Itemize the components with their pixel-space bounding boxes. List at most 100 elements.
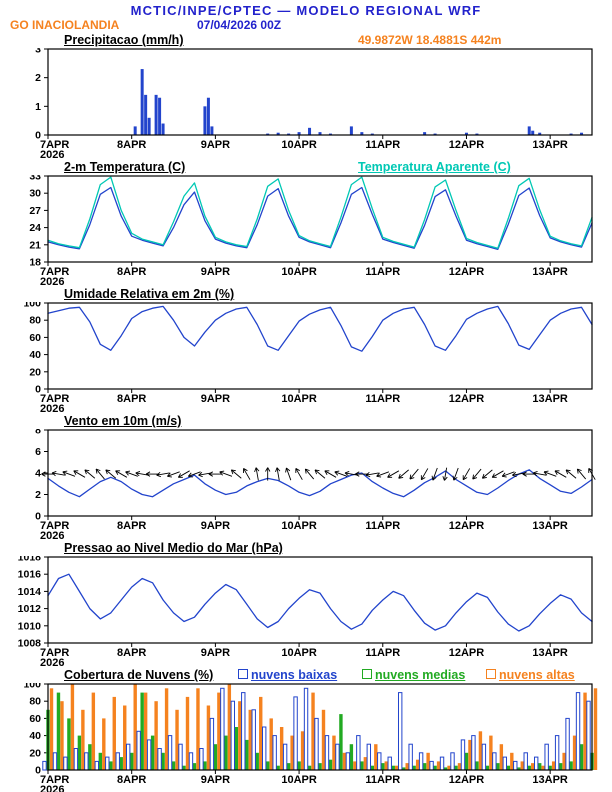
svg-text:10APR: 10APR xyxy=(281,393,317,405)
svg-text:0: 0 xyxy=(35,511,41,523)
svg-text:13APR: 13APR xyxy=(532,266,568,278)
svg-text:13APR: 13APR xyxy=(532,393,568,405)
mid-clouds-swatch-icon xyxy=(362,669,372,679)
cloud-cover-title: Cobertura de Nuvens (%) xyxy=(64,668,214,682)
svg-text:2026: 2026 xyxy=(40,784,64,792)
svg-text:21: 21 xyxy=(29,239,41,251)
svg-text:9APR: 9APR xyxy=(201,266,230,278)
svg-text:24: 24 xyxy=(29,222,41,234)
high-clouds-label: nuvens altas xyxy=(499,668,575,682)
svg-text:10APR: 10APR xyxy=(281,266,317,278)
svg-text:6: 6 xyxy=(35,446,41,458)
svg-text:33: 33 xyxy=(29,175,41,183)
precipitation-title: Precipitacao (mm/h) xyxy=(64,33,184,47)
svg-text:8APR: 8APR xyxy=(117,774,146,786)
svg-text:7APR: 7APR xyxy=(40,774,69,786)
panel-cloud-cover: Cobertura de Nuvens (%) nuvens baixas nu… xyxy=(0,667,612,792)
high-clouds-swatch-icon xyxy=(486,669,496,679)
svg-text:20: 20 xyxy=(29,366,41,378)
svg-text:7APR: 7APR xyxy=(40,139,69,151)
svg-text:60: 60 xyxy=(29,332,41,344)
svg-text:10APR: 10APR xyxy=(281,774,317,786)
svg-text:11APR: 11APR xyxy=(365,139,400,151)
svg-text:12APR: 12APR xyxy=(449,647,485,659)
svg-text:9APR: 9APR xyxy=(201,774,230,786)
location-coords: 49.9872W 18.4881S 442m xyxy=(358,33,502,47)
svg-text:0: 0 xyxy=(35,130,41,142)
svg-text:10APR: 10APR xyxy=(281,139,317,151)
svg-text:1016: 1016 xyxy=(18,569,42,581)
panel-pressure: Pressao ao Nivel Medio do Mar (hPa) 1008… xyxy=(0,540,612,667)
wind-title: Vento em 10m (m/s) xyxy=(64,414,182,428)
svg-text:11APR: 11APR xyxy=(365,647,400,659)
svg-text:40: 40 xyxy=(29,730,41,742)
svg-text:8APR: 8APR xyxy=(117,266,146,278)
svg-text:2026: 2026 xyxy=(40,657,64,667)
svg-text:30: 30 xyxy=(29,188,41,200)
svg-text:2026: 2026 xyxy=(40,530,64,540)
svg-text:11APR: 11APR xyxy=(365,520,400,532)
svg-text:8: 8 xyxy=(35,429,41,437)
svg-text:20: 20 xyxy=(29,747,41,759)
svg-text:1018: 1018 xyxy=(18,556,42,564)
svg-text:13APR: 13APR xyxy=(532,774,568,786)
svg-text:80: 80 xyxy=(29,315,41,327)
svg-text:9APR: 9APR xyxy=(201,520,230,532)
apparent-temperature-legend: Temperatura Aparente (C) xyxy=(358,160,511,174)
svg-text:2: 2 xyxy=(35,72,41,84)
svg-text:13APR: 13APR xyxy=(532,647,568,659)
svg-text:12APR: 12APR xyxy=(449,520,485,532)
svg-text:13APR: 13APR xyxy=(532,520,568,532)
svg-text:80: 80 xyxy=(29,696,41,708)
svg-text:10APR: 10APR xyxy=(281,647,317,659)
svg-text:100: 100 xyxy=(23,302,41,310)
svg-text:2026: 2026 xyxy=(40,149,64,159)
svg-text:9APR: 9APR xyxy=(201,139,230,151)
low-clouds-swatch-icon xyxy=(238,669,248,679)
svg-text:9APR: 9APR xyxy=(201,647,230,659)
svg-text:60: 60 xyxy=(29,713,41,725)
svg-text:7APR: 7APR xyxy=(40,393,69,405)
svg-text:7APR: 7APR xyxy=(40,647,69,659)
svg-text:27: 27 xyxy=(29,205,41,217)
svg-text:1012: 1012 xyxy=(18,603,42,615)
svg-text:40: 40 xyxy=(29,349,41,361)
low-clouds-label: nuvens baixas xyxy=(251,668,338,682)
svg-text:1010: 1010 xyxy=(18,620,42,632)
svg-text:2: 2 xyxy=(35,489,41,501)
panel-temperature: 2-m Temperatura (C) Temperatura Aparente… xyxy=(0,159,612,286)
svg-text:11APR: 11APR xyxy=(365,774,400,786)
svg-text:10APR: 10APR xyxy=(281,520,317,532)
page-title: MCTIC/INPE/CPTEC — MODELO REGIONAL WRF xyxy=(130,3,482,18)
pressure-title: Pressao ao Nivel Medio do Mar (hPa) xyxy=(64,541,283,555)
svg-text:0: 0 xyxy=(35,384,41,396)
svg-text:11APR: 11APR xyxy=(365,266,400,278)
svg-text:7APR: 7APR xyxy=(40,266,69,278)
mid-clouds-label: nuvens medias xyxy=(375,668,466,682)
panel-wind: Vento em 10m (m/s) 0 2 4 6 8 7APR 2026 8APR 9APR… xyxy=(0,413,612,540)
legend-mid-clouds: nuvens medias xyxy=(362,668,465,682)
svg-text:2026: 2026 xyxy=(40,276,64,286)
svg-text:12APR: 12APR xyxy=(449,139,485,151)
panel-precipitation: Precipitacao (mm/h) 49.9872W 18.4881S 44… xyxy=(0,32,612,159)
svg-text:1008: 1008 xyxy=(18,638,42,650)
svg-text:9APR: 9APR xyxy=(201,393,230,405)
svg-text:7APR: 7APR xyxy=(40,520,69,532)
svg-text:13APR: 13APR xyxy=(532,139,568,151)
svg-text:11APR: 11APR xyxy=(365,393,400,405)
svg-text:12APR: 12APR xyxy=(449,266,485,278)
svg-text:4: 4 xyxy=(35,468,41,480)
svg-text:8APR: 8APR xyxy=(117,139,146,151)
svg-text:12APR: 12APR xyxy=(449,393,485,405)
svg-text:8APR: 8APR xyxy=(117,647,146,659)
run-datetime: 07/04/2026 00Z xyxy=(197,18,282,32)
svg-text:18: 18 xyxy=(29,257,41,269)
legend-high-clouds: nuvens altas xyxy=(486,668,575,682)
